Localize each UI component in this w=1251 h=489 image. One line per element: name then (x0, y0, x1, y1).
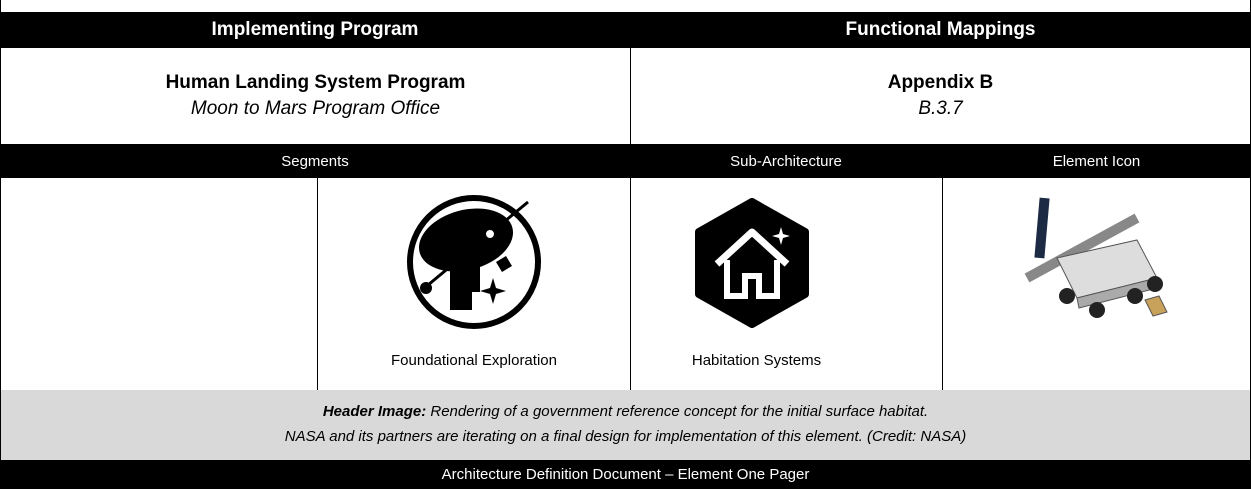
sub-architecture-cell: Habitation Systems (630, 178, 942, 390)
mapping-section: B.3.7 (918, 98, 963, 119)
top-strip (0, 0, 1251, 12)
header-cell: Functional Mappings (630, 12, 1251, 48)
habitation-icon (694, 198, 809, 328)
empty-cell (0, 178, 317, 390)
sub-architecture-label: Habitation Systems (691, 352, 822, 369)
caption: Header Image: Rendering of a government … (0, 390, 1251, 460)
footer-text: Architecture Definition Document – Eleme… (441, 466, 810, 483)
column-header: Sub-Architecture (630, 144, 942, 178)
program-name: Human Landing System Program (165, 72, 466, 93)
header-title: Implementing Program (211, 19, 419, 40)
mapping-name: Appendix B (887, 72, 994, 93)
caption-label: Header Image: (322, 403, 427, 420)
column-title: Sub-Architecture (730, 152, 842, 170)
program-cell: Human Landing System Program Moon to Mar… (0, 48, 631, 144)
header-title: Functional Mappings (845, 19, 1036, 40)
segment-icon (407, 195, 541, 329)
habitat-image (1024, 197, 1168, 318)
caption-text: Rendering of a government reference conc… (430, 403, 929, 420)
header-cell: Implementing Program (0, 12, 630, 48)
column-header: Element Icon (942, 144, 1251, 178)
segment-cell: Foundational Exploration (317, 178, 630, 390)
segment-label: Foundational Exploration (391, 352, 557, 369)
column-header: Segments (0, 144, 630, 178)
caption-line: NASA and its partners are iterating on a… (284, 428, 967, 445)
program-office: Moon to Mars Program Office (190, 98, 441, 119)
footer: Architecture Definition Document – Eleme… (0, 460, 1251, 489)
column-title: Element Icon (1052, 152, 1141, 170)
column-title: Segments (281, 152, 349, 170)
element-icon-cell (942, 178, 1251, 390)
mapping-cell: Appendix B B.3.7 (631, 48, 1251, 144)
caption-line: Header Image: Rendering of a government … (1, 399, 1250, 424)
